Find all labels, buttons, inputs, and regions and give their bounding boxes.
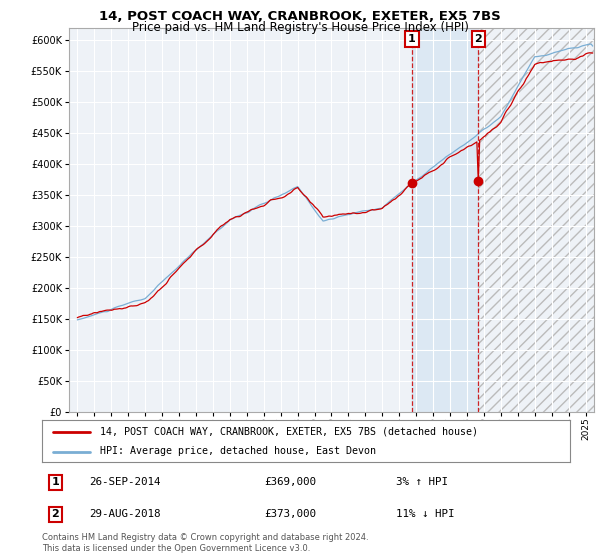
Text: 1: 1	[52, 477, 59, 487]
Text: 3% ↑ HPI: 3% ↑ HPI	[396, 477, 448, 487]
Text: 26-SEP-2014: 26-SEP-2014	[89, 477, 161, 487]
Text: HPI: Average price, detached house, East Devon: HPI: Average price, detached house, East…	[100, 446, 376, 456]
Text: 1: 1	[408, 34, 416, 44]
Text: Contains HM Land Registry data © Crown copyright and database right 2024.
This d: Contains HM Land Registry data © Crown c…	[42, 533, 368, 553]
Text: 2: 2	[52, 510, 59, 520]
Text: £369,000: £369,000	[264, 477, 316, 487]
Text: 14, POST COACH WAY, CRANBROOK, EXETER, EX5 7BS (detached house): 14, POST COACH WAY, CRANBROOK, EXETER, E…	[100, 427, 478, 437]
Text: Price paid vs. HM Land Registry's House Price Index (HPI): Price paid vs. HM Land Registry's House …	[131, 21, 469, 34]
Text: 2: 2	[475, 34, 482, 44]
Bar	[412, 28, 478, 412]
Text: 14, POST COACH WAY, CRANBROOK, EXETER, EX5 7BS: 14, POST COACH WAY, CRANBROOK, EXETER, E…	[99, 10, 501, 23]
Text: £373,000: £373,000	[264, 510, 316, 520]
Bar	[478, 28, 594, 412]
Text: 11% ↓ HPI: 11% ↓ HPI	[396, 510, 454, 520]
Text: 29-AUG-2018: 29-AUG-2018	[89, 510, 161, 520]
